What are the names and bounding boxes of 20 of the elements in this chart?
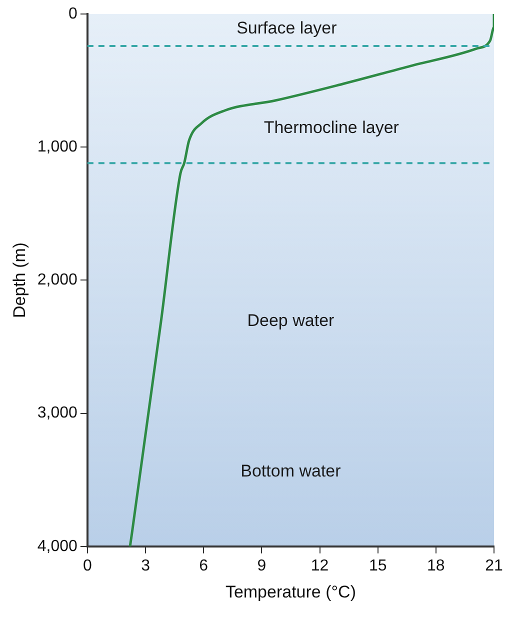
- x-tick-label: 3: [141, 557, 150, 574]
- y-tick-label: 0: [68, 5, 78, 22]
- annotation: Deep water: [247, 310, 335, 330]
- annotation: Bottom water: [240, 462, 342, 481]
- line-series: [128, 14, 494, 546]
- x-tick-label: 15: [368, 557, 387, 574]
- y-tick-label: 4,000: [37, 538, 78, 555]
- annotation: Thermocline layer: [264, 118, 400, 138]
- y-tick-label: 1,000: [37, 138, 78, 156]
- x-tick-label: 9: [257, 557, 266, 574]
- x-axis-title: Temperature (°C): [225, 582, 356, 602]
- x-tick-label: 6: [199, 557, 208, 574]
- x-tick-label: 21: [485, 557, 503, 574]
- y-tick-label: 3,000: [37, 404, 78, 422]
- annotation: Surface layer: [236, 18, 338, 38]
- x-tick-label: 12: [310, 557, 329, 574]
- y-axis-title: Depth (m): [10, 242, 29, 318]
- y-tick-label: 2,000: [37, 272, 78, 289]
- x-tick-label: 18: [427, 557, 445, 574]
- x-tick-label: 0: [82, 557, 92, 574]
